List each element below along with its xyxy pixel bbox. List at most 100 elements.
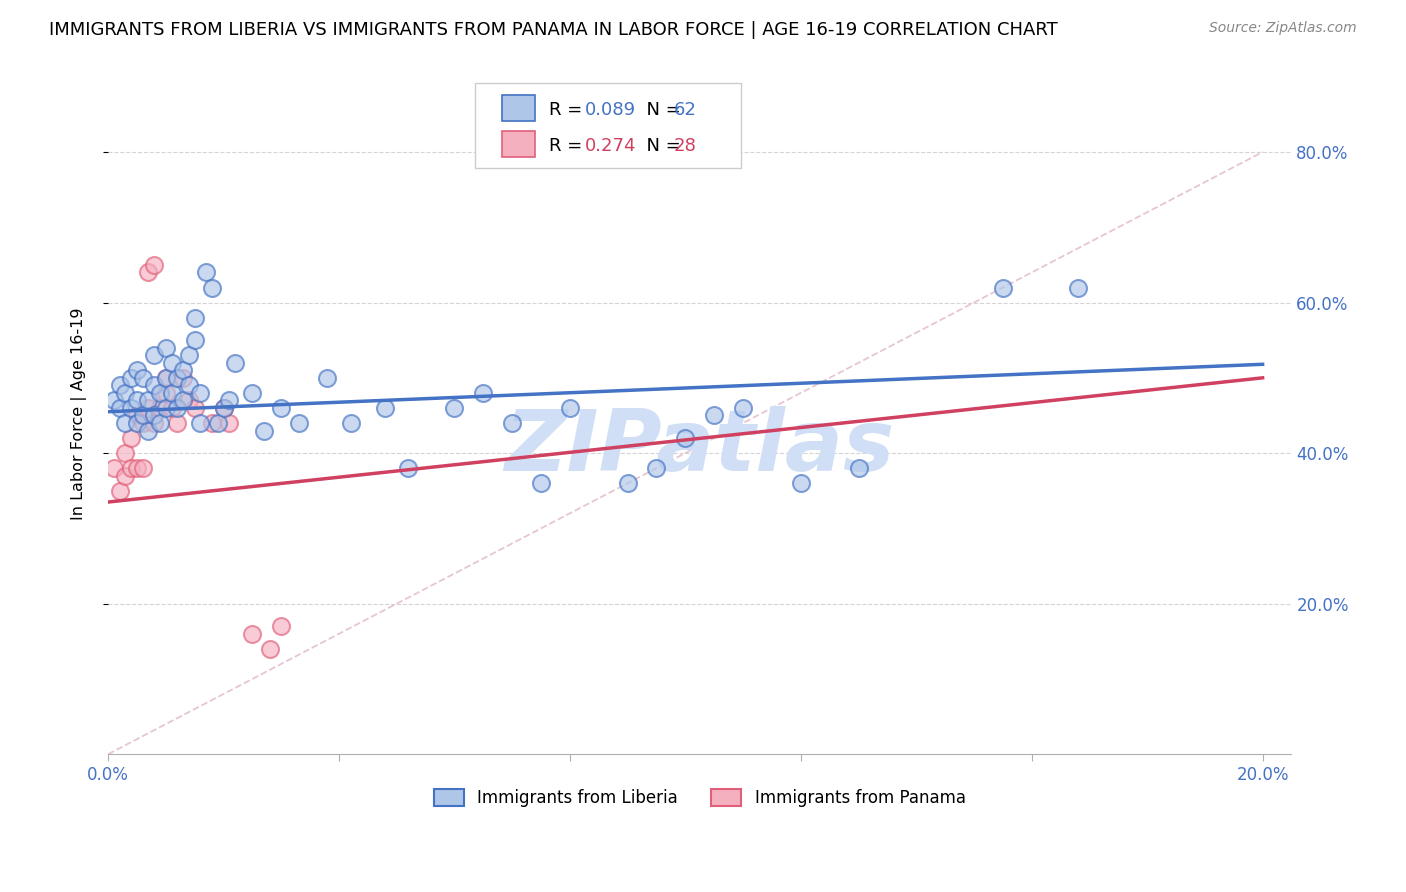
Point [177, 348, 200, 362]
Point [120, 431, 142, 445]
Point [270, 401, 292, 415]
Point [218, 416, 240, 430]
Point [287, 416, 309, 430]
Point [143, 258, 166, 272]
Point [848, 461, 870, 475]
Point [132, 416, 155, 430]
Point [103, 461, 125, 475]
FancyBboxPatch shape [502, 131, 536, 157]
Point [212, 401, 235, 415]
Point [143, 409, 166, 423]
Point [443, 401, 465, 415]
Point [114, 416, 136, 430]
Point [166, 416, 188, 430]
Point [114, 385, 136, 400]
Point [132, 461, 155, 475]
Text: R =: R = [550, 137, 589, 155]
Point [114, 468, 136, 483]
Point [259, 641, 281, 656]
Point [218, 393, 240, 408]
Text: 0.089: 0.089 [585, 101, 636, 120]
Point [108, 401, 131, 415]
FancyBboxPatch shape [475, 83, 741, 169]
Point [1067, 280, 1090, 294]
Point [166, 371, 188, 385]
Point [242, 385, 264, 400]
Point [149, 401, 172, 415]
Point [616, 476, 638, 491]
Text: N =: N = [634, 101, 686, 120]
Point [991, 280, 1014, 294]
Point [177, 393, 200, 408]
Point [155, 341, 177, 355]
Point [530, 476, 553, 491]
Point [155, 371, 177, 385]
Point [120, 401, 142, 415]
Point [472, 385, 495, 400]
Text: IMMIGRANTS FROM LIBERIA VS IMMIGRANTS FROM PANAMA IN LABOR FORCE | AGE 16-19 COR: IMMIGRANTS FROM LIBERIA VS IMMIGRANTS FR… [49, 21, 1057, 38]
Text: Source: ZipAtlas.com: Source: ZipAtlas.com [1209, 21, 1357, 35]
Point [149, 385, 172, 400]
Point [673, 431, 696, 445]
Point [143, 378, 166, 392]
Point [172, 371, 194, 385]
Point [501, 416, 523, 430]
Point [172, 363, 194, 377]
Text: 62: 62 [673, 101, 696, 120]
Point [149, 416, 172, 430]
Point [120, 371, 142, 385]
Point [183, 333, 205, 347]
Point [155, 385, 177, 400]
Point [790, 476, 813, 491]
Point [138, 401, 160, 415]
Point [177, 378, 200, 392]
Point [103, 393, 125, 408]
Point [125, 409, 148, 423]
Point [242, 627, 264, 641]
Point [166, 401, 188, 415]
Point [172, 393, 194, 408]
Point [120, 461, 142, 475]
Point [339, 416, 361, 430]
Point [183, 310, 205, 325]
Point [270, 619, 292, 633]
Point [183, 401, 205, 415]
Point [703, 409, 725, 423]
Point [138, 424, 160, 438]
Point [125, 363, 148, 377]
Point [125, 393, 148, 408]
FancyBboxPatch shape [502, 95, 536, 121]
Text: 28: 28 [673, 137, 696, 155]
Point [374, 401, 396, 415]
Point [160, 385, 183, 400]
Point [143, 348, 166, 362]
Point [155, 401, 177, 415]
Point [316, 371, 339, 385]
Point [195, 265, 218, 279]
Point [132, 371, 155, 385]
Point [396, 461, 419, 475]
Point [645, 461, 668, 475]
Point [212, 401, 235, 415]
Point [143, 416, 166, 430]
Point [224, 356, 246, 370]
Point [125, 416, 148, 430]
Point [138, 393, 160, 408]
Legend: Immigrants from Liberia, Immigrants from Panama: Immigrants from Liberia, Immigrants from… [427, 782, 973, 814]
Y-axis label: In Labor Force | Age 16-19: In Labor Force | Age 16-19 [72, 308, 87, 520]
Point [132, 409, 155, 423]
Point [160, 401, 183, 415]
Point [125, 461, 148, 475]
Point [201, 416, 224, 430]
Point [207, 416, 229, 430]
Point [558, 401, 581, 415]
Point [108, 378, 131, 392]
Text: R =: R = [550, 101, 589, 120]
Point [201, 280, 224, 294]
Text: ZIPatlas: ZIPatlas [505, 406, 894, 489]
Point [731, 401, 754, 415]
Point [114, 446, 136, 460]
Text: N =: N = [634, 137, 686, 155]
Point [190, 385, 212, 400]
Point [253, 424, 276, 438]
